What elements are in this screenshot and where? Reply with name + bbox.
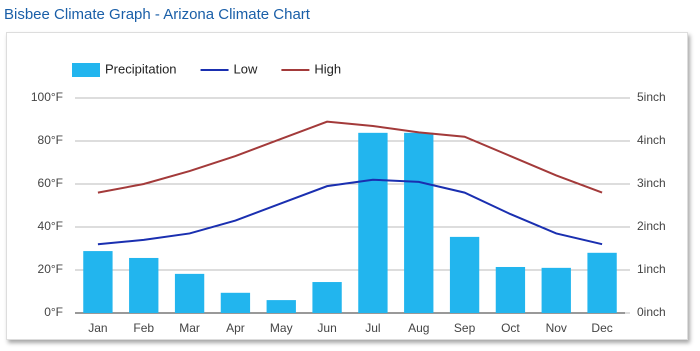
x-tick-label: Jun bbox=[317, 321, 336, 335]
x-tick-label: Oct bbox=[501, 321, 520, 335]
legend-swatch bbox=[72, 63, 100, 77]
legend-label: Low bbox=[234, 61, 258, 76]
y-tick-label: 40°F bbox=[38, 219, 63, 233]
bar bbox=[174, 273, 205, 313]
y2-tick-label: 4inch bbox=[637, 133, 666, 147]
bar bbox=[358, 132, 388, 313]
x-tick-label: Aug bbox=[408, 321, 429, 335]
bar bbox=[404, 132, 434, 313]
bar bbox=[495, 266, 526, 313]
bar bbox=[83, 251, 113, 313]
legend-label: Precipitation bbox=[105, 61, 177, 76]
x-tick-label: Jan bbox=[88, 321, 107, 335]
y-tick-label: 60°F bbox=[38, 176, 63, 190]
legend: Precipitation Low High bbox=[72, 61, 341, 77]
legend-label: High bbox=[314, 61, 341, 76]
bar bbox=[541, 267, 571, 313]
x-tick-label: Dec bbox=[591, 321, 612, 335]
bar bbox=[587, 252, 617, 313]
chart-frame bbox=[6, 32, 688, 340]
x-tick-label: Feb bbox=[133, 321, 154, 335]
x-tick-label: Mar bbox=[179, 321, 200, 335]
x-tick-label: Jul bbox=[365, 321, 380, 335]
y2-tick-label: 2inch bbox=[637, 219, 666, 233]
x-tick-label: Sep bbox=[454, 321, 476, 335]
chart-title: Bisbee Climate Graph - Arizona Climate C… bbox=[4, 6, 310, 23]
bar bbox=[220, 292, 251, 313]
y2-tick-label: 0inch bbox=[637, 305, 666, 319]
bar bbox=[266, 300, 296, 313]
bar bbox=[129, 257, 159, 313]
y2-tick-label: 1inch bbox=[637, 262, 666, 276]
y2-tick-label: 5inch bbox=[637, 90, 666, 104]
bar bbox=[449, 236, 480, 313]
y-tick-label: 20°F bbox=[38, 262, 63, 276]
y-tick-label: 100°F bbox=[31, 90, 63, 104]
y2-tick-label: 3inch bbox=[637, 176, 666, 190]
y-tick-label: 80°F bbox=[38, 133, 63, 147]
bar bbox=[312, 282, 342, 313]
x-tick-label: Nov bbox=[546, 321, 567, 335]
line bbox=[97, 178, 603, 246]
x-tick-label: Apr bbox=[226, 321, 245, 335]
y-tick-label: 0°F bbox=[44, 305, 63, 319]
x-tick-label: May bbox=[270, 321, 293, 335]
line bbox=[97, 120, 603, 194]
